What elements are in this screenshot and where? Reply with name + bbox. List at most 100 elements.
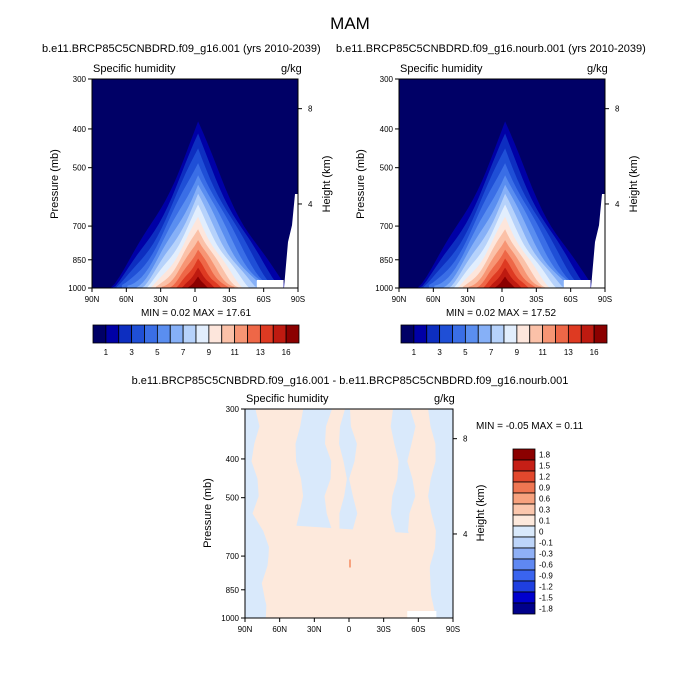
topography-mask [591, 193, 605, 288]
panel-diff-stats: MIN = -0.05 MAX = 0.11 [476, 421, 584, 432]
y-tick-label: 700 [380, 222, 394, 231]
colorbar-swatch [512, 470, 536, 483]
colorbar-swatch [426, 324, 441, 344]
panel-diff-title: b.e11.BRCP85C5CNBDRD.f09_g16.001 - b.e11… [132, 375, 569, 387]
colorbar-swatch [512, 459, 536, 472]
topography-mask [563, 280, 591, 288]
colorbar-label: 9 [515, 348, 520, 357]
colorbar-label: 1.2 [539, 473, 551, 482]
y-tick-label: 300 [380, 75, 394, 84]
colorbar-swatch [516, 324, 531, 344]
panel-diff-y2label: Height (km) [475, 485, 487, 542]
colorbar-label: 9 [207, 348, 212, 357]
colorbar-label: 16 [282, 348, 291, 357]
colorbar-swatch [512, 536, 536, 549]
colorbar-label: -1.8 [539, 605, 553, 614]
colorbar-label: 1.8 [539, 451, 551, 460]
y-tick-label: 700 [226, 552, 240, 561]
colorbar-swatch [400, 324, 415, 344]
y-tick-label: 500 [73, 164, 87, 173]
y-tick-label: 850 [226, 586, 240, 595]
x-tick-label: 60S [564, 295, 578, 304]
colorbar-label: 1 [412, 348, 417, 357]
topography-mask [284, 193, 298, 288]
colorbar-swatch [413, 324, 428, 344]
colorbar-swatch [512, 503, 536, 516]
colorbar-label: 13 [256, 348, 265, 357]
panel-2-title: b.e11.BRCP85C5CNBDRD.f09_g16.nourb.001 (… [336, 43, 646, 55]
y-tick-label: 700 [73, 222, 87, 231]
colorbar-swatch [144, 324, 158, 344]
colorbar-label: -0.1 [539, 539, 553, 548]
topography-mask [256, 280, 284, 288]
x-tick-label: 60N [272, 625, 287, 634]
x-tick-label: 30S [377, 625, 391, 634]
panel-2-colorbar: 1 3 5 7 9 11 13 16 [400, 324, 608, 357]
x-tick-label: 90N [238, 625, 253, 634]
x-tick-label: 60N [426, 295, 441, 304]
colorbar-label: 11 [538, 348, 547, 357]
colorbar-swatch [169, 324, 184, 344]
panel-1-y2label: Height (km) [321, 156, 333, 213]
colorbar-label: 0 [539, 528, 544, 537]
colorbar-swatch [512, 481, 536, 494]
y-tick-label: 850 [380, 256, 394, 265]
y2-tick-label: 4 [615, 200, 620, 209]
colorbar-swatch [439, 324, 453, 344]
x-tick-label: 90S [598, 295, 612, 304]
colorbar-swatch [195, 324, 210, 344]
colorbar-swatch [182, 324, 197, 344]
colorbar-label: 0.9 [539, 484, 551, 493]
diff-small-feature [349, 559, 351, 568]
x-tick-label: 90N [85, 295, 100, 304]
y-tick-label: 300 [73, 75, 87, 84]
panel-1-units: g/kg [281, 63, 302, 75]
x-tick-label: 90S [291, 295, 305, 304]
colorbar-swatch [272, 324, 287, 344]
colorbar-swatch [555, 324, 569, 344]
colorbar-label: 16 [590, 348, 599, 357]
colorbar-label: 0.1 [539, 517, 551, 526]
colorbar-label: 3 [437, 348, 442, 357]
colorbar-label: -0.6 [539, 561, 553, 570]
y-tick-label: 1000 [221, 614, 239, 623]
colorbar-swatch [221, 324, 236, 344]
colorbar-swatch [118, 324, 133, 344]
colorbar-swatch [580, 324, 595, 344]
y2-tick-label: 8 [308, 105, 313, 114]
x-tick-label: 0 [193, 295, 198, 304]
colorbar-swatch [512, 525, 536, 538]
panel-2-stats: MIN = 0.02 MAX = 17.52 [446, 308, 556, 319]
topography-mask [407, 611, 437, 618]
panel-diff-ylabel: Pressure (mb) [202, 478, 214, 548]
panel-1-title: b.e11.BRCP85C5CNBDRD.f09_g16.001 (yrs 20… [42, 43, 321, 55]
y2-tick-label: 8 [463, 435, 468, 444]
x-tick-label: 30N [153, 295, 168, 304]
y-tick-label: 300 [226, 405, 240, 414]
x-tick-label: 60S [257, 295, 271, 304]
colorbar-swatch [512, 514, 536, 527]
x-tick-label: 30S [529, 295, 543, 304]
x-tick-label: 30N [460, 295, 475, 304]
colorbar-label: 7 [181, 348, 186, 357]
panel-1-plot: 90N 60N 30N 0 30S 60S 90S 300 400 500 700 850 1000 8 4 [68, 75, 313, 304]
panel-2-plot: 90N 60N 30N 0 30S 60S 90S 300 400 500 700 850 1000 8 4 [375, 75, 620, 304]
colorbar-label: 1 [104, 348, 109, 357]
colorbar-swatch [259, 324, 274, 344]
panel-2-y2label: Height (km) [628, 156, 640, 213]
colorbar-label: 1.5 [539, 462, 551, 471]
colorbar-swatch [477, 324, 492, 344]
colorbar-swatch [512, 448, 536, 461]
x-tick-label: 30S [222, 295, 236, 304]
panel-diff-variable: Specific humidity [246, 393, 329, 405]
figure-title: MAM [330, 14, 370, 33]
colorbar-swatch [92, 324, 107, 344]
colorbar-swatch [234, 324, 248, 344]
x-tick-label: 0 [500, 295, 505, 304]
x-tick-label: 30N [307, 625, 322, 634]
colorbar-label: -0.3 [539, 550, 553, 559]
panel-diff-colorbar: 1.8 1.5 1.2 0.9 0.6 0.3 0.1 0 -0.1 -0.3 -0.6 -0.9 -1… [512, 448, 553, 615]
colorbar-swatch [512, 492, 536, 505]
panel-2-ylabel: Pressure (mb) [355, 149, 367, 219]
